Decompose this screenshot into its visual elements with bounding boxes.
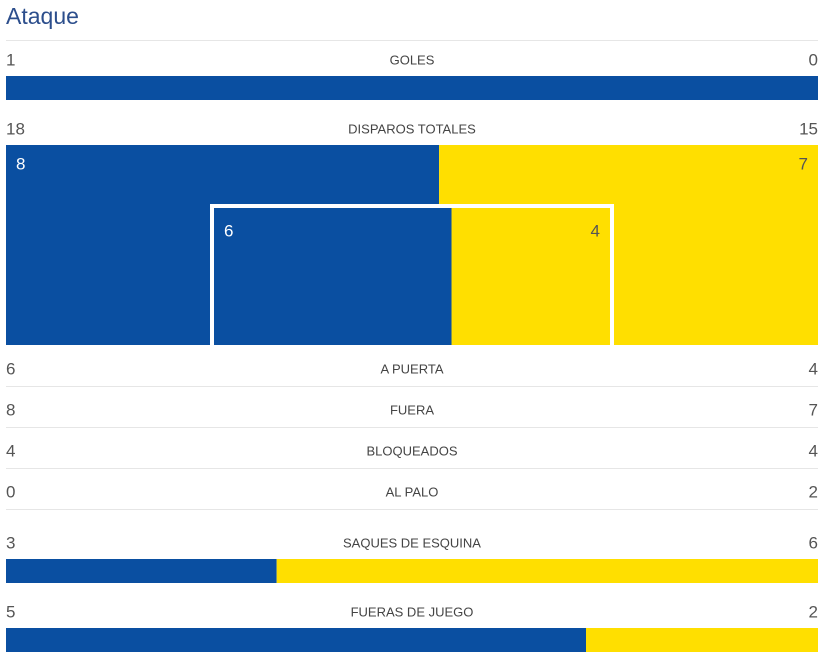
home-value: 4 xyxy=(6,441,15,460)
inner-home-value: 6 xyxy=(224,221,233,240)
stat-label: SAQUES DE ESQUINA xyxy=(343,535,481,550)
away-bar xyxy=(451,208,610,345)
home-bar xyxy=(214,208,452,345)
home-value: 6 xyxy=(6,359,15,378)
home-value: 0 xyxy=(6,482,15,501)
stat-label: FUERAS DE JUEGO xyxy=(351,604,474,619)
stat-label: A PUERTA xyxy=(380,361,443,376)
goal-frame xyxy=(210,204,614,345)
inner-away-value: 4 xyxy=(591,221,600,240)
away-value: 2 xyxy=(809,482,818,501)
home-bar xyxy=(6,559,277,583)
away-bar xyxy=(586,628,818,652)
stat-label: GOLES xyxy=(390,52,435,67)
away-value: 0 xyxy=(809,50,818,69)
away-value: 6 xyxy=(809,533,818,552)
home-value: 18 xyxy=(6,119,25,138)
home-value: 3 xyxy=(6,533,15,552)
stat-label: BLOQUEADOS xyxy=(366,443,457,458)
away-value: 2 xyxy=(809,602,818,621)
stat-label: DISPAROS TOTALES xyxy=(348,121,476,136)
home-bar xyxy=(6,76,818,100)
stat-label: AL PALO xyxy=(386,484,439,499)
away-bar xyxy=(276,559,819,583)
home-value: 5 xyxy=(6,602,15,621)
stat-label: FUERA xyxy=(390,402,434,417)
away-value: 4 xyxy=(809,359,818,378)
outer-away-value: 7 xyxy=(799,154,808,173)
outer-home-value: 8 xyxy=(16,154,25,173)
away-value: 4 xyxy=(809,441,818,460)
home-value: 8 xyxy=(6,400,15,419)
home-value: 1 xyxy=(6,50,15,69)
home-bar xyxy=(6,628,586,652)
section-title: Ataque xyxy=(6,3,79,29)
away-value: 15 xyxy=(799,119,818,138)
away-value: 7 xyxy=(809,400,818,419)
